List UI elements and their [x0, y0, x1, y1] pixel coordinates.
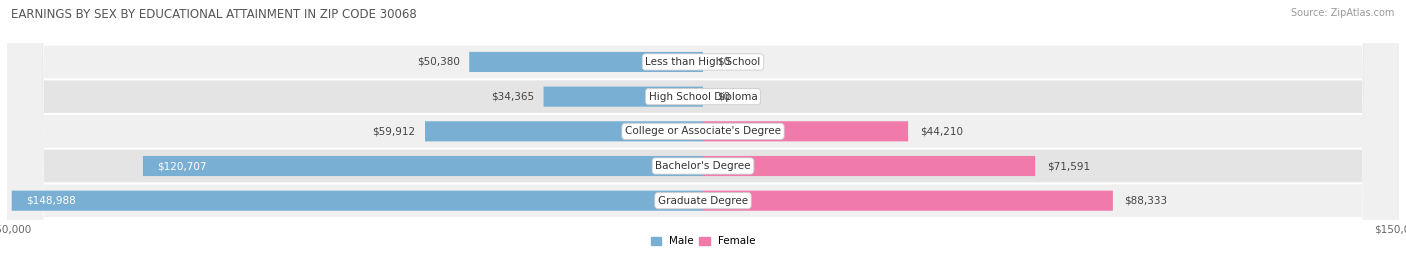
Text: Bachelor's Degree: Bachelor's Degree	[655, 161, 751, 171]
Text: Source: ZipAtlas.com: Source: ZipAtlas.com	[1291, 8, 1395, 18]
Text: $88,333: $88,333	[1125, 196, 1167, 206]
FancyBboxPatch shape	[7, 0, 1399, 268]
FancyBboxPatch shape	[7, 0, 1399, 268]
FancyBboxPatch shape	[703, 121, 908, 142]
FancyBboxPatch shape	[7, 0, 1399, 268]
Text: Less than High School: Less than High School	[645, 57, 761, 67]
FancyBboxPatch shape	[11, 191, 703, 211]
Text: $71,591: $71,591	[1047, 161, 1090, 171]
FancyBboxPatch shape	[7, 0, 1399, 268]
Text: Graduate Degree: Graduate Degree	[658, 196, 748, 206]
Text: $148,988: $148,988	[25, 196, 76, 206]
Text: College or Associate's Degree: College or Associate's Degree	[626, 126, 780, 136]
Text: $59,912: $59,912	[373, 126, 416, 136]
Text: $50,380: $50,380	[418, 57, 460, 67]
FancyBboxPatch shape	[470, 52, 703, 72]
Text: $0: $0	[717, 57, 730, 67]
Text: High School Diploma: High School Diploma	[648, 92, 758, 102]
Legend: Male, Female: Male, Female	[651, 236, 755, 246]
Text: $120,707: $120,707	[157, 161, 207, 171]
Text: EARNINGS BY SEX BY EDUCATIONAL ATTAINMENT IN ZIP CODE 30068: EARNINGS BY SEX BY EDUCATIONAL ATTAINMEN…	[11, 8, 418, 21]
FancyBboxPatch shape	[703, 156, 1035, 176]
FancyBboxPatch shape	[143, 156, 703, 176]
Text: $44,210: $44,210	[920, 126, 963, 136]
FancyBboxPatch shape	[425, 121, 703, 142]
Text: $34,365: $34,365	[491, 92, 534, 102]
Text: $0: $0	[717, 92, 730, 102]
FancyBboxPatch shape	[544, 87, 703, 107]
FancyBboxPatch shape	[703, 191, 1112, 211]
FancyBboxPatch shape	[7, 0, 1399, 268]
